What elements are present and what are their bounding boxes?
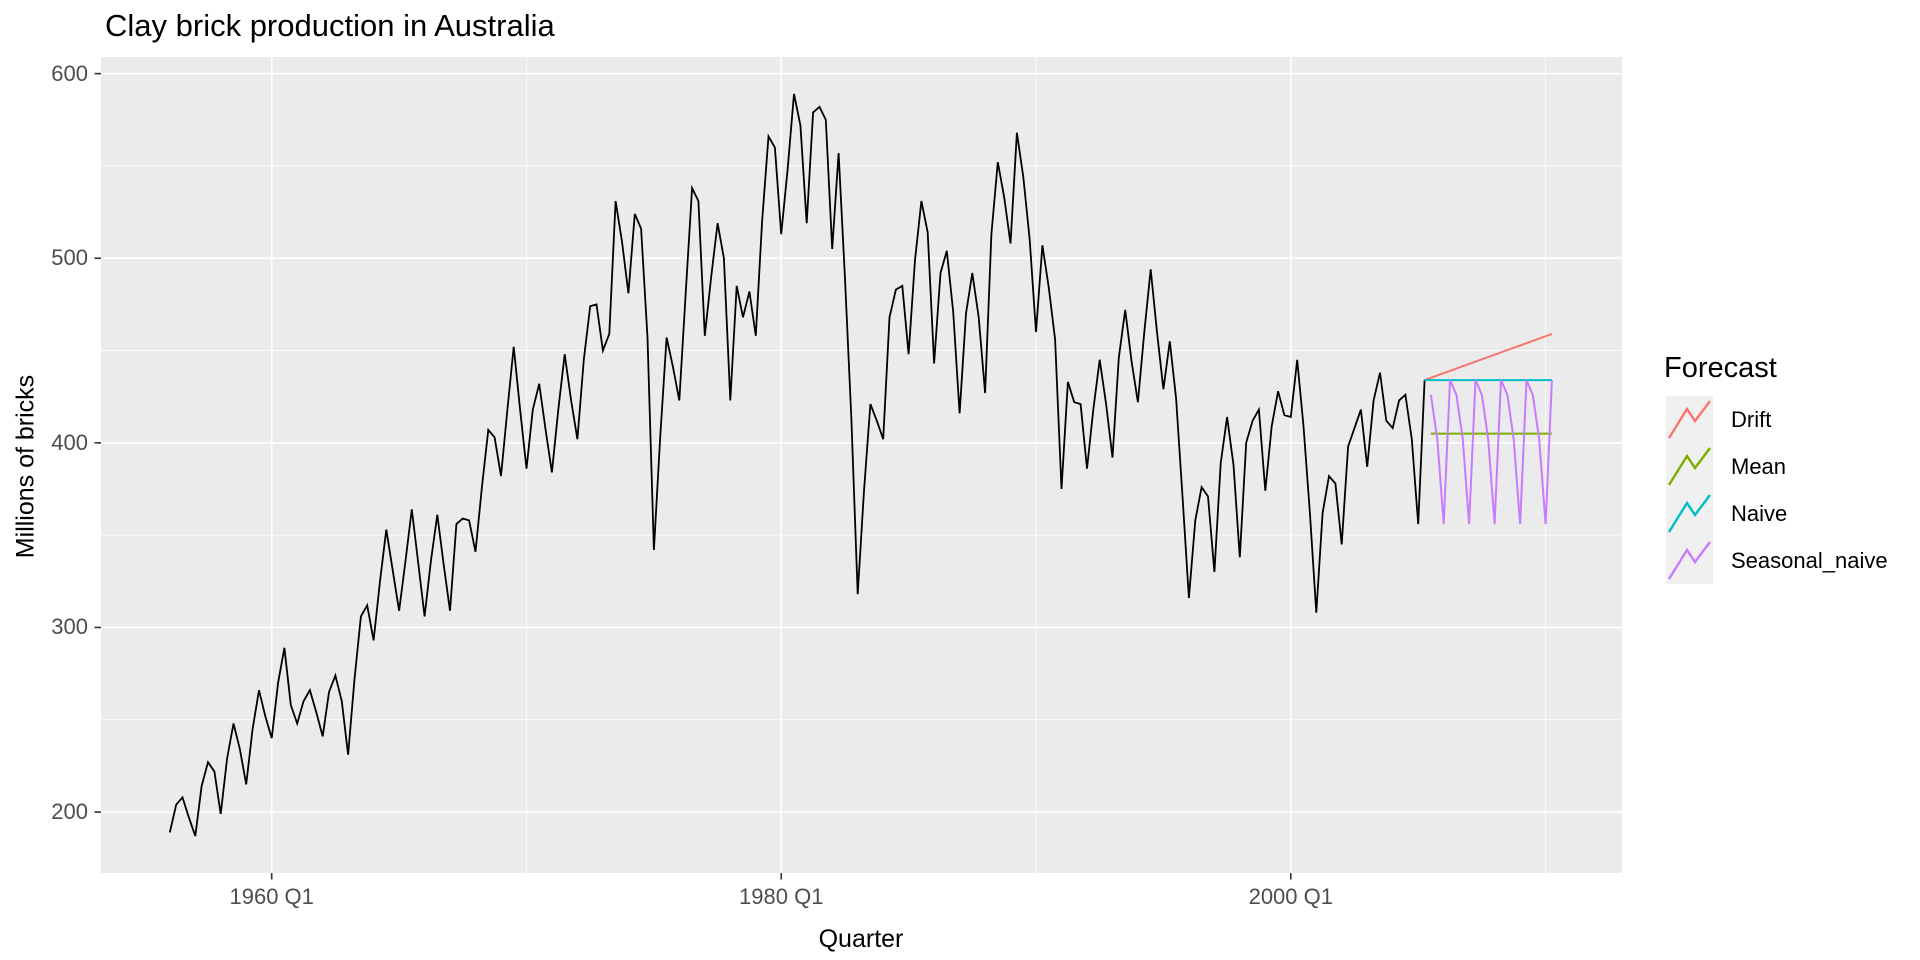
plot-title: Clay brick production in Australia — [105, 8, 555, 43]
legend-item-label: Seasonal_naive — [1731, 547, 1888, 573]
y-tick-label: 600 — [51, 60, 88, 86]
legend-key — [1666, 443, 1713, 490]
legend-key-line-icon — [1667, 400, 1711, 439]
y-tick-label: 400 — [51, 429, 88, 455]
series-line-bricks — [168, 93, 1426, 837]
y-axis-title: Millions of bricks — [11, 374, 40, 559]
y-tick-label: 200 — [51, 799, 88, 825]
legend-item-label: Mean — [1731, 453, 1787, 479]
legend-key-line-icon — [1667, 447, 1711, 486]
x-axis-title: Quarter — [818, 925, 904, 953]
forecast-line-seasonal_naive — [1429, 379, 1553, 525]
legend-key-zigzag — [1667, 447, 1711, 486]
legend-item-label: Naive — [1731, 500, 1788, 526]
x-tick-label: 2000 Q1 — [1248, 884, 1333, 909]
y-tick-label: 300 — [51, 614, 88, 640]
legend-key-line-icon — [1667, 494, 1711, 533]
y-tick-label: 500 — [51, 245, 88, 271]
legend-key-zigzag — [1667, 494, 1711, 533]
forecast-line-drift — [1424, 332, 1553, 382]
legend-item-label: Drift — [1731, 406, 1772, 432]
plot-panel — [101, 57, 1622, 873]
x-tick-label: 1960 Q1 — [229, 884, 314, 909]
x-tick-label: 1980 Q1 — [739, 884, 824, 909]
legend-key — [1666, 396, 1713, 443]
legend-key — [1666, 537, 1713, 584]
legend-title: Forecast — [1664, 352, 1777, 384]
legend-key — [1666, 490, 1713, 537]
legend-key-line-icon — [1667, 541, 1711, 580]
legend-key-zigzag — [1667, 400, 1711, 439]
legend-key-zigzag — [1667, 541, 1711, 580]
